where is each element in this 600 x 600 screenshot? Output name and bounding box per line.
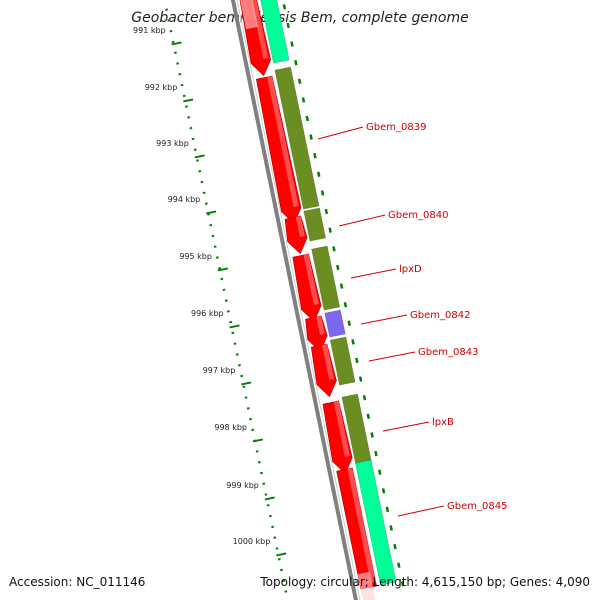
tick-label: 997 kbp <box>203 366 236 375</box>
gene-label: lpxD <box>399 264 422 275</box>
tick-mark <box>241 381 252 386</box>
cds-forward <box>310 343 337 398</box>
gene-feature <box>274 66 320 210</box>
tick-mark <box>217 267 228 272</box>
gene-label: Gbem_0840 <box>388 210 448 221</box>
label-leader <box>338 214 386 227</box>
cds-shade <box>347 467 376 583</box>
tick-label: 998 kbp <box>214 423 247 432</box>
label-leader <box>368 351 416 362</box>
map-title: Geobacter bemidjiensis Bem, complete gen… <box>131 10 469 26</box>
tick-mark <box>206 210 217 215</box>
gene-feature <box>303 207 326 242</box>
tick-mark <box>264 496 275 501</box>
gene-label: lpxB <box>432 417 454 428</box>
label-leader <box>350 268 397 279</box>
cds-shade <box>303 253 319 305</box>
tick-label: 1000 kbp <box>233 537 271 546</box>
gene-feature <box>355 459 397 586</box>
tick-mark <box>194 154 205 159</box>
cds-shade <box>295 215 305 237</box>
label-leader <box>360 314 408 325</box>
tick-label: 995 kbp <box>179 252 212 261</box>
outer-dash-track <box>281 0 407 597</box>
cds-shade <box>316 315 325 335</box>
selection-highlight <box>357 571 376 600</box>
backbone-line <box>230 0 358 600</box>
tick-label: 994 kbp <box>168 195 201 204</box>
tick-label: 999 kbp <box>226 481 259 490</box>
tick-label: 993 kbp <box>156 139 189 148</box>
cds-shade <box>333 400 350 457</box>
cds-shade <box>322 343 335 380</box>
cds-shade <box>267 75 299 207</box>
tick-mark <box>171 41 182 46</box>
gene-feature <box>324 309 346 338</box>
tick-label: 992 kbp <box>145 83 178 92</box>
gene-label: Gbem_0842 <box>410 310 470 321</box>
cds-shade <box>251 0 269 59</box>
gene-feature <box>329 336 356 386</box>
backbone-highlight <box>236 0 361 600</box>
tick-mark <box>252 438 263 443</box>
topology-text: Topology: circular; Length: 4,615,150 bp… <box>260 575 590 589</box>
gene-label: Gbem_0843 <box>418 347 478 358</box>
label-leader <box>317 126 364 140</box>
gene-feature <box>311 245 341 311</box>
scale-line <box>165 8 289 600</box>
selection-highlight <box>240 0 258 30</box>
gene-feature <box>260 0 290 64</box>
tick-label: 991 kbp <box>133 26 166 35</box>
label-leader <box>382 421 430 432</box>
accession-text: Accession: NC_011146 <box>9 575 146 589</box>
tick-label: 996 kbp <box>191 309 224 318</box>
gene-label: Gbem_0839 <box>366 122 426 133</box>
tick-mark <box>229 324 240 329</box>
gene-label: Gbem_0845 <box>447 501 507 512</box>
tick-mark <box>276 552 287 557</box>
tick-mark <box>183 98 194 103</box>
label-leader <box>397 505 445 517</box>
